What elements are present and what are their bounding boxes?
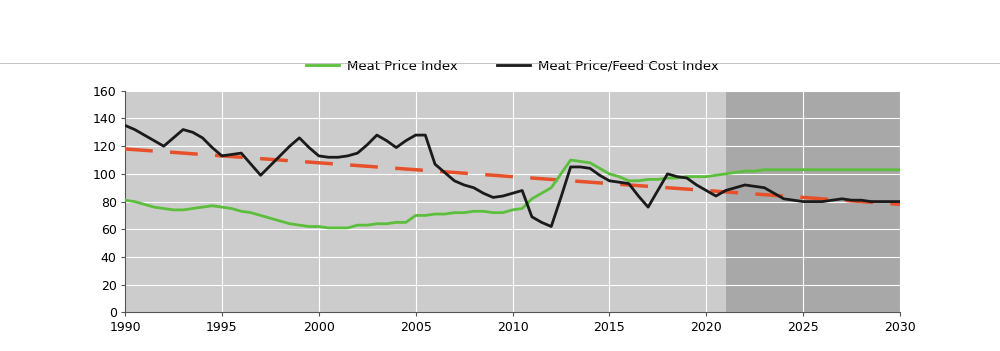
Bar <box>726 91 900 312</box>
Legend: Meat Price Index, Meat Price/Feed Cost Index: Meat Price Index, Meat Price/Feed Cost I… <box>301 55 724 78</box>
